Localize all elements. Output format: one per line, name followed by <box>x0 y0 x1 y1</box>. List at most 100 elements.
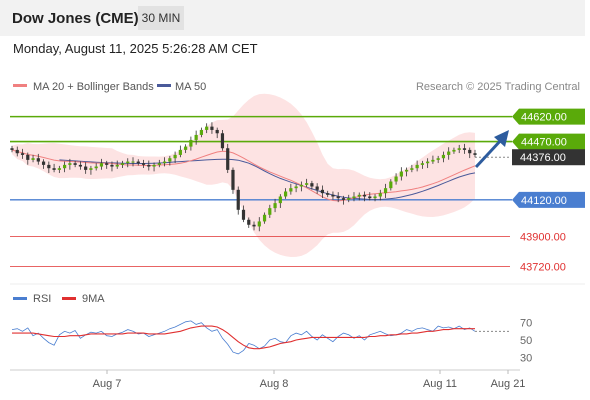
candle-body <box>157 163 161 165</box>
rsi-ma-line <box>12 325 475 350</box>
candle-body <box>10 148 14 150</box>
candle-body <box>205 126 209 130</box>
ma50-legend-swatch <box>157 84 171 87</box>
candle-body <box>236 189 240 210</box>
candle-body <box>73 163 77 165</box>
candle-body <box>436 158 440 160</box>
rsi-ma-legend-swatch <box>62 297 76 300</box>
candle-body <box>220 133 225 149</box>
candle-body <box>262 214 267 222</box>
x-axis-label: Aug 8 <box>260 378 289 390</box>
candle-body <box>389 181 393 189</box>
candle-body <box>89 168 93 170</box>
candle-body <box>215 129 219 134</box>
candle-body <box>405 169 409 172</box>
bollinger-band <box>12 93 475 257</box>
candle-body <box>241 209 246 220</box>
candle-body <box>383 188 388 194</box>
candle-body <box>226 148 230 170</box>
candle-body <box>341 198 346 200</box>
x-axis-label: Aug 21 <box>491 378 526 390</box>
candle-body <box>210 126 214 130</box>
rsi-legend-swatch <box>13 297 27 300</box>
ma20-line <box>11 149 476 202</box>
candle-body <box>378 193 382 197</box>
candle-body <box>268 208 272 215</box>
rsi-tick-label: 70 <box>520 318 532 330</box>
candle-body <box>326 193 330 195</box>
candle-body <box>310 183 314 187</box>
candle-body <box>84 166 88 170</box>
resistance-tag-1 <box>512 133 585 150</box>
candle-body <box>289 188 293 192</box>
candle-body <box>473 153 477 155</box>
rsi-line <box>11 320 476 355</box>
candle-body <box>63 164 67 169</box>
candle-body <box>31 158 35 160</box>
ma20-legend-label: MA 20 + Bollinger Bands <box>33 81 154 93</box>
candle-body <box>257 221 261 227</box>
candle-body <box>273 203 277 209</box>
candle-body <box>99 163 104 167</box>
candle-body <box>115 164 119 167</box>
candle-body <box>294 186 298 189</box>
candle-body <box>283 191 288 197</box>
price-plot: 44620.00 44470.00 44376.00 44120.00 43900.00… <box>10 93 585 273</box>
candle-body <box>468 149 472 154</box>
last-price-tag <box>512 149 585 166</box>
resistance-label-1: 44470.00 <box>521 137 567 149</box>
candle-body <box>399 171 403 177</box>
candle-body <box>394 176 398 182</box>
candle-body <box>373 196 377 199</box>
candle-body <box>26 154 30 160</box>
candle-body <box>173 154 177 159</box>
candle-body <box>20 153 25 155</box>
rsi-ma-legend-label: 9MA <box>82 293 105 305</box>
credit-label: Research © 2025 Trading Central <box>416 81 580 93</box>
candle-body <box>120 163 125 165</box>
candle-body <box>194 134 198 140</box>
candle-body <box>162 161 167 164</box>
candle-body <box>305 183 309 185</box>
x-axis-label: Aug 11 <box>423 378 457 390</box>
candle-body <box>141 163 146 165</box>
ma20-legend-swatch <box>13 84 27 87</box>
candle-body <box>278 196 282 204</box>
timeframe-button[interactable]: 30 MIN <box>138 6 184 30</box>
candle-body <box>457 148 461 150</box>
candle-body <box>41 161 46 165</box>
candle-body <box>299 184 303 187</box>
candle-body <box>184 146 188 150</box>
support-label-5: 43720.00 <box>520 261 566 273</box>
resistance-tag-0 <box>512 108 585 125</box>
candle-body <box>362 194 367 197</box>
candle-body <box>36 158 40 162</box>
candle-body <box>247 219 251 225</box>
resistance-label-0: 44620.00 <box>521 112 567 124</box>
candle-body <box>178 149 182 155</box>
candle-body <box>68 163 72 165</box>
forecast-arrow-head <box>494 130 509 147</box>
candle-body <box>410 168 414 170</box>
candle-body <box>152 164 156 167</box>
candle-body <box>368 196 372 199</box>
ma50-legend-label: MA 50 <box>175 81 206 93</box>
candle-body <box>126 161 130 164</box>
pivot-tag-3 <box>512 191 585 208</box>
candle-body <box>336 196 340 199</box>
candle-body <box>441 154 446 159</box>
candle-body <box>199 129 204 135</box>
candle-body <box>331 194 335 197</box>
pivot-label-3: 44120.00 <box>521 195 567 207</box>
candle-body <box>420 163 424 165</box>
instrument-title: Dow Jones (CME) <box>12 10 139 27</box>
candle-body <box>315 186 319 190</box>
candle-body <box>452 149 456 152</box>
candle-body <box>52 168 56 170</box>
x-axis-label: Aug 7 <box>93 378 122 390</box>
candle-body <box>231 169 235 190</box>
rsi-tick-label: 30 <box>520 352 532 364</box>
rsi-plot: 70 50 30 <box>11 318 532 364</box>
rsi-legend-label: RSI <box>33 293 51 305</box>
